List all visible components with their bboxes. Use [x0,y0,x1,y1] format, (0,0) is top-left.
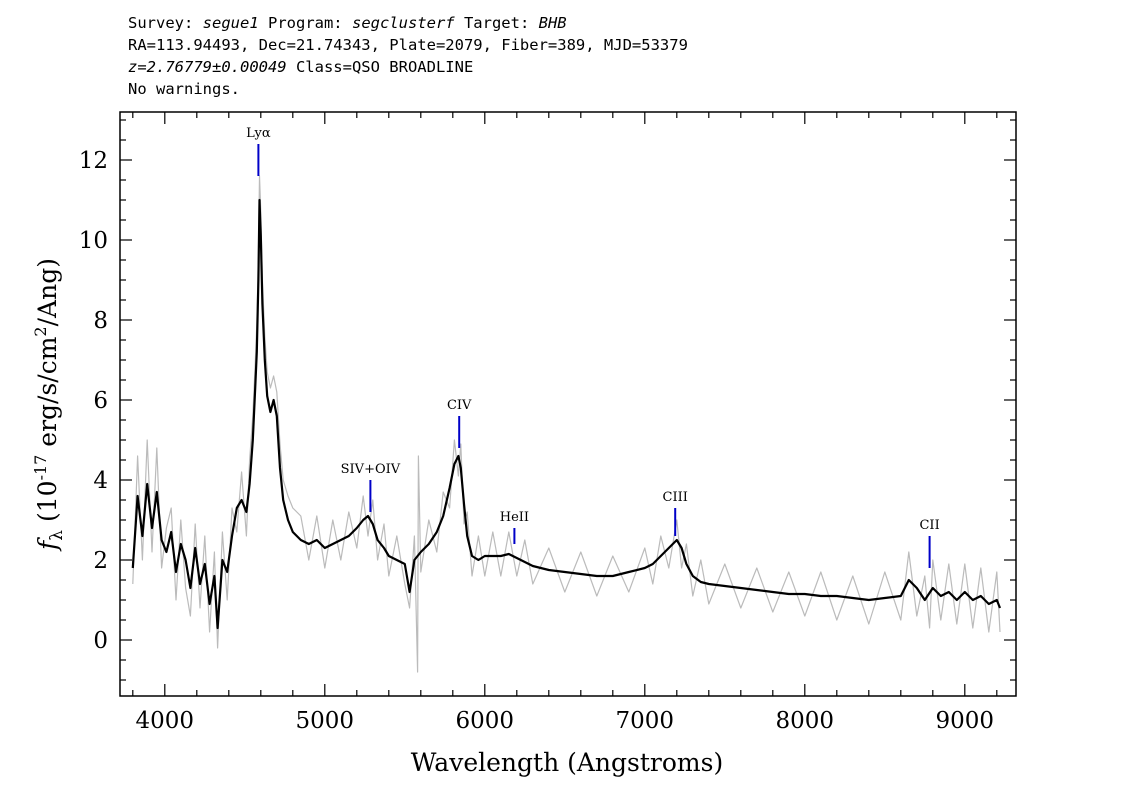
header-line-2: RA=113.94493, Dec=21.74343, Plate=2079, … [128,36,688,54]
x-tick-label: 4000 [136,708,195,734]
series-layer [131,175,1002,673]
y-tick-label: 6 [93,388,108,414]
x-tick-label: 9000 [936,708,995,734]
line-marker-label-1: SIV+OIV [341,462,401,477]
survey-value: segue1 [202,14,259,32]
target-label: Target: [454,14,539,32]
header-line-1: Survey: segue1 Program: segclusterf Targ… [128,12,688,34]
survey-label: Survey: [128,14,203,32]
y-axis-title: fλ (10-17 erg/s/cm2/Ang) [31,258,67,552]
program-value: segclusterf [351,14,455,32]
y-tick-label: 0 [93,628,108,654]
x-tick-label: 6000 [456,708,515,734]
line-marker-label-5: CII [919,518,939,533]
y-tick-label: 10 [79,228,108,254]
x-axis-title: Wavelength (Angstroms) [411,748,723,777]
header-line-4: No warnings. [128,80,240,98]
line-marker-label-3: HeII [500,510,529,525]
line-marker-layer: Lyα SIV+OIV CIV HeII CIII CII [246,126,940,568]
line-marker-label-0: Lyα [246,126,271,141]
y-tick-label: 2 [93,548,108,574]
y-tick-label: 8 [93,308,108,334]
header-line-3: z=2.76779±0.00049 Class=QSO BROADLINE [128,56,688,78]
line-marker-label-4: CIII [663,490,688,505]
redshift-value: z=2.76779±0.00049 [128,58,287,76]
plot-frame [119,111,1017,697]
series-line-1 [132,175,1001,673]
axis-layer: 4000 5000 6000 7000 8000 9000 0 2 4 6 8 10 12 [79,111,1017,734]
x-tick-label: 7000 [616,708,675,734]
spectrum-header: Survey: segue1 Program: segclusterf Targ… [128,12,688,100]
program-label: Program: [258,14,352,32]
target-value: BHB [538,14,567,32]
y-tick-label: 4 [93,468,108,494]
class-value: Class=QSO BROADLINE [286,58,474,76]
line-marker-label-2: CIV [447,398,472,413]
x-tick-label: 8000 [776,708,835,734]
x-tick-label: 5000 [296,708,355,734]
series-line-0 [131,198,1002,630]
y-tick-label: 12 [79,148,108,174]
